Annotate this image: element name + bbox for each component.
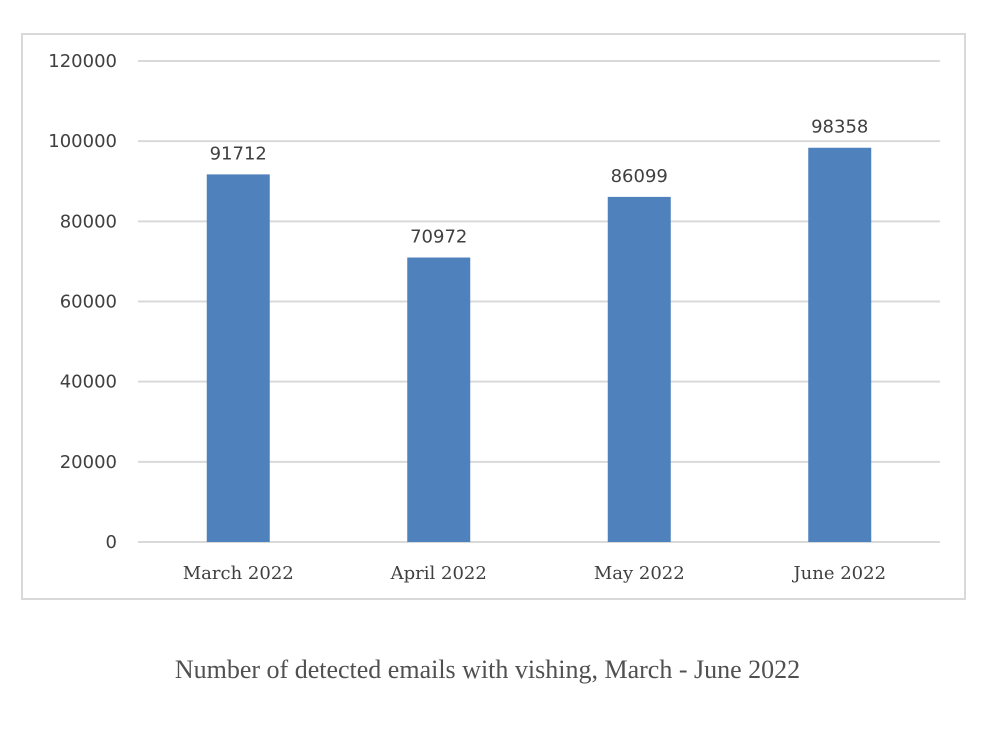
data-labels: 91712 70972 86099 98358 bbox=[210, 117, 869, 248]
x-category-label: April 2022 bbox=[390, 563, 487, 584]
y-axis-ticks: 0 20000 40000 60000 80000 100000 120000 bbox=[48, 51, 117, 553]
y-tick-label: 120000 bbox=[48, 51, 117, 72]
y-tick-label: 60000 bbox=[60, 292, 117, 313]
bar bbox=[206, 174, 270, 542]
y-tick-label: 40000 bbox=[60, 372, 117, 393]
bar bbox=[407, 257, 471, 542]
x-category-label: May 2022 bbox=[594, 563, 685, 584]
y-tick-label: 80000 bbox=[60, 211, 117, 232]
bar-value-label: 98358 bbox=[811, 117, 868, 138]
bar bbox=[808, 147, 872, 542]
x-category-label: March 2022 bbox=[183, 563, 294, 584]
bar-value-label: 86099 bbox=[611, 166, 668, 187]
x-axis-categories: March 2022 April 2022 May 2022 June 2022 bbox=[183, 563, 886, 584]
y-tick-label: 0 bbox=[106, 532, 117, 553]
bar bbox=[607, 196, 671, 542]
bar-value-label: 70972 bbox=[410, 227, 467, 248]
grid-lines bbox=[138, 60, 940, 543]
y-tick-label: 20000 bbox=[60, 452, 117, 473]
y-tick-label: 100000 bbox=[48, 131, 117, 152]
bar-value-label: 91712 bbox=[210, 143, 267, 164]
figure-caption: Number of detected emails with vishing, … bbox=[174, 655, 801, 684]
x-category-label: June 2022 bbox=[791, 563, 886, 584]
bars bbox=[206, 147, 872, 542]
